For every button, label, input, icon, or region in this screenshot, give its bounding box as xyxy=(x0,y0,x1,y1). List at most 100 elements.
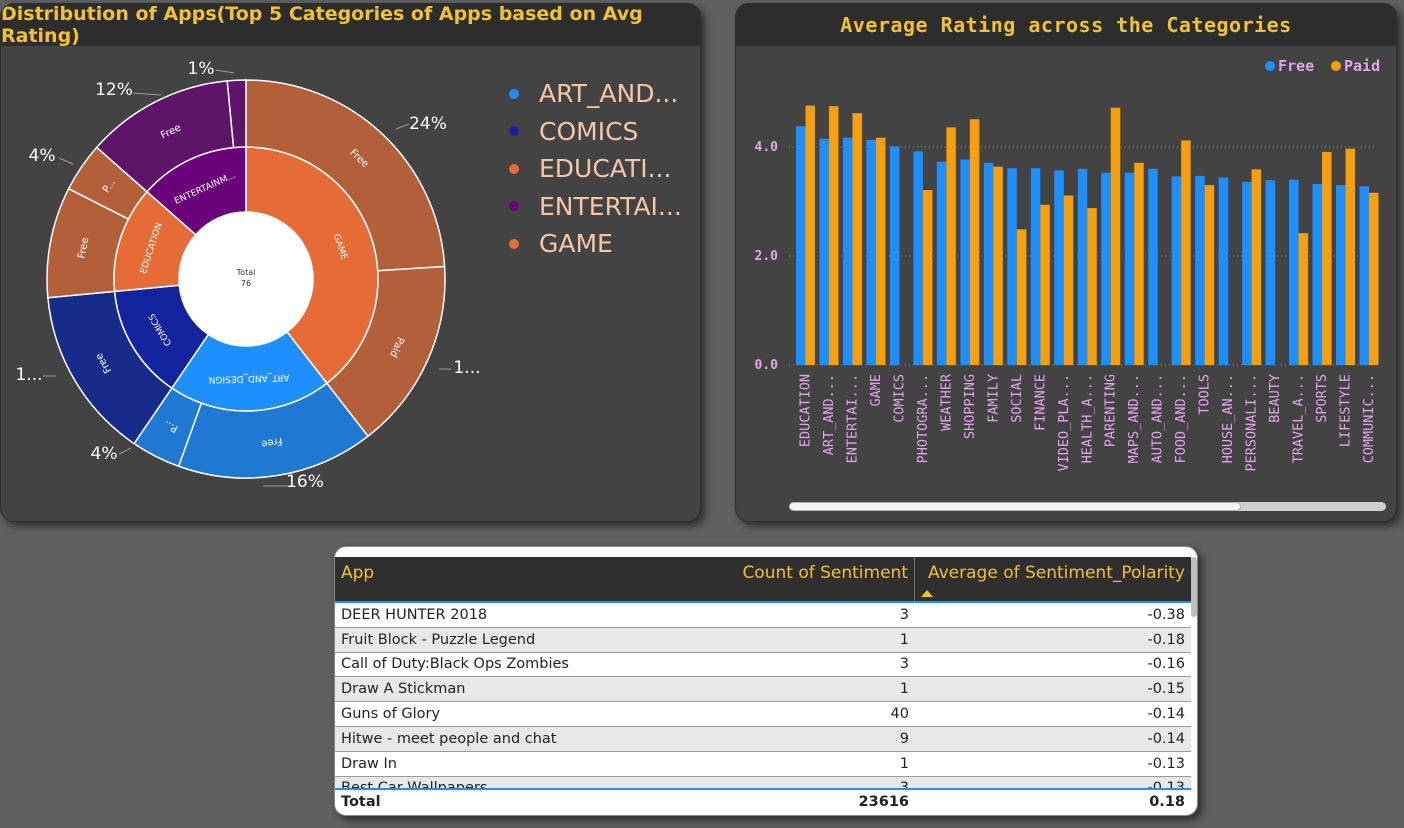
bar-chart-visual[interactable]: Average Rating across the Categories 0.0… xyxy=(735,3,1397,522)
bar-paid[interactable] xyxy=(1040,204,1050,365)
header-app[interactable]: App xyxy=(341,563,375,583)
cell-count: 1 xyxy=(899,681,909,698)
sunburst-visual[interactable]: Distribution of Apps(Top 5 Categories of… xyxy=(0,3,701,522)
cell-app: DEER HUNTER 2018 xyxy=(341,606,488,623)
bar-paid[interactable] xyxy=(1298,233,1309,365)
bar-paid[interactable] xyxy=(1134,162,1144,365)
bar-free[interactable] xyxy=(889,146,900,365)
bar-paid[interactable] xyxy=(805,105,816,365)
bar-paid[interactable] xyxy=(922,190,933,365)
sunburst-leader-line xyxy=(215,69,235,74)
table-row[interactable]: Call of Duty:Black Ops Zombies 3 -0.16 xyxy=(335,653,1191,678)
bar-paid[interactable] xyxy=(1204,185,1215,365)
header-avg-polarity[interactable]: Average of Sentiment_Polarity xyxy=(915,557,1191,601)
cell-app: Draw A Stickman xyxy=(341,681,466,698)
legend-label: GAME xyxy=(539,229,613,258)
header-avg-label: Average of Sentiment_Polarity xyxy=(927,563,1185,583)
bar-x-tick: TOOLS xyxy=(1197,374,1213,415)
bar-x-tick: GAME xyxy=(868,374,884,407)
total-avg: 0.18 xyxy=(1149,794,1185,810)
cell-app: Hitwe - meet people and chat xyxy=(341,730,557,747)
sunburst-outer-segment[interactable] xyxy=(245,79,446,272)
bar-free[interactable] xyxy=(1030,168,1041,365)
header-count[interactable]: Count of Sentiment xyxy=(735,557,915,601)
bar-paid[interactable] xyxy=(1345,148,1356,365)
cell-count: 3 xyxy=(735,780,915,788)
bar-paid[interactable] xyxy=(1369,192,1379,365)
sunburst-chart[interactable]: GAMEART_AND_DESIGNCOMICSEDUCATIONENTERTA… xyxy=(1,46,701,522)
table-row[interactable]: Draw A Stickman 1 -0.15 xyxy=(335,677,1191,703)
cell-count: 1 xyxy=(899,755,909,772)
bar-free[interactable] xyxy=(1148,168,1158,365)
table-row[interactable]: DEER HUNTER 2018 3 -0.38 xyxy=(335,603,1191,628)
cell-count: 9 xyxy=(899,730,909,747)
total-count: 23616 xyxy=(858,794,909,810)
bar-free[interactable] xyxy=(1007,168,1017,365)
bar-paid[interactable] xyxy=(852,113,862,366)
bar-paid[interactable] xyxy=(1322,151,1332,365)
table-row[interactable]: Best Car Wallpapers3-0.13 xyxy=(335,776,1191,788)
bar-free[interactable] xyxy=(842,137,853,365)
horizontal-scrollbar[interactable] xyxy=(789,502,1386,511)
table-row[interactable]: Hitwe - meet people and chat 9 -0.14 xyxy=(335,726,1191,752)
sunburst-outer-label: Free xyxy=(260,435,283,449)
bar-free[interactable] xyxy=(819,138,829,365)
bar-free[interactable] xyxy=(1336,185,1346,365)
sunburst-leader-line xyxy=(395,123,410,130)
legend-item[interactable]: EDUCATI... xyxy=(509,154,671,183)
bar-free[interactable] xyxy=(796,126,806,365)
bar-free[interactable] xyxy=(1195,175,1205,365)
bar-free[interactable] xyxy=(1124,172,1135,365)
cell-count: 3 xyxy=(899,656,909,673)
bar-paid[interactable] xyxy=(875,137,886,365)
bar-y-tick: 4.0 xyxy=(755,140,779,155)
scrollbar-thumb[interactable] xyxy=(789,502,1241,511)
bar-free[interactable] xyxy=(1359,186,1370,365)
bar-chart[interactable]: 0.0 2.0 4.0 EDUCATION ART_AND... ENTERTAI... G… xyxy=(736,4,1397,480)
bar-paid[interactable] xyxy=(1251,169,1262,365)
bar-paid[interactable] xyxy=(1110,107,1121,365)
legend-free-label[interactable]: Free xyxy=(1278,57,1314,75)
bar-paid[interactable] xyxy=(993,166,1003,365)
table-row[interactable]: Guns of Glory 40 -0.14 xyxy=(335,702,1191,727)
bar-paid[interactable] xyxy=(828,106,839,365)
bar-x-tick: SHOPPING xyxy=(962,374,978,439)
legend-item[interactable]: COMICS xyxy=(509,117,638,146)
bar-free[interactable] xyxy=(1265,180,1276,365)
bar-free[interactable] xyxy=(1077,168,1088,365)
legend-item[interactable]: ART_AND... xyxy=(509,79,678,108)
bar-free[interactable] xyxy=(936,161,947,365)
bar-free[interactable] xyxy=(1054,170,1064,365)
bar-paid[interactable] xyxy=(1087,208,1097,365)
legend-item[interactable]: GAME xyxy=(509,229,613,258)
bar-free[interactable] xyxy=(983,162,994,365)
table-row[interactable]: Fruit Block - Puzzle Legend 1 -0.18 xyxy=(335,627,1191,653)
bar-free[interactable] xyxy=(1312,184,1323,365)
table-row[interactable]: Draw In 1 -0.13 xyxy=(335,752,1191,777)
bar-free[interactable] xyxy=(1289,179,1299,365)
bar-x-tick: COMMUNIC... xyxy=(1361,374,1377,463)
bar-y-tick: 2.0 xyxy=(755,249,779,264)
cell-avg: -0.13 xyxy=(1147,755,1185,772)
cell-app: Draw In xyxy=(341,755,397,772)
bar-free[interactable] xyxy=(960,159,970,365)
bar-paid[interactable] xyxy=(969,119,980,365)
bar-paid[interactable] xyxy=(1063,195,1074,365)
cell-avg: -0.14 xyxy=(1147,706,1185,723)
vertical-scrollbar[interactable] xyxy=(1191,557,1197,617)
bar-free[interactable] xyxy=(1101,172,1111,365)
bar-free[interactable] xyxy=(866,139,876,365)
sunburst-outer-segment[interactable] xyxy=(226,79,247,149)
bar-free[interactable] xyxy=(913,151,923,365)
legend-item[interactable]: ENTERTAI... xyxy=(509,192,682,221)
bar-free[interactable] xyxy=(1242,181,1252,365)
bar-paid[interactable] xyxy=(946,127,956,365)
bar-paid[interactable] xyxy=(1181,140,1191,365)
sentiment-table[interactable]: App Count of Sentiment Average of Sentim… xyxy=(334,546,1198,816)
sort-ascending-icon[interactable] xyxy=(921,590,933,597)
bar-free[interactable] xyxy=(1218,177,1229,365)
legend-paid-label[interactable]: Paid xyxy=(1344,57,1380,75)
bar-free[interactable] xyxy=(1171,176,1182,365)
cell-app: Best Car Wallpapers xyxy=(335,780,735,788)
bar-paid[interactable] xyxy=(1016,229,1027,365)
